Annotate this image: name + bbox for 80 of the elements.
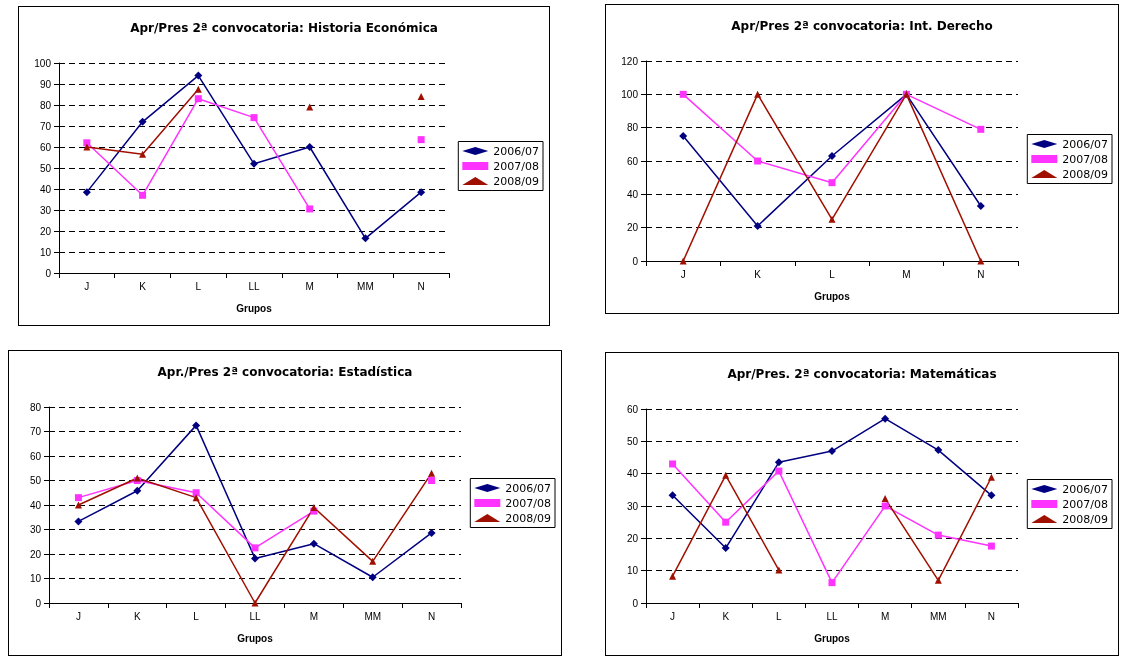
y-tick-label: 80: [39, 99, 52, 111]
y-tick-label: 50: [39, 162, 52, 174]
y-tick-label: 60: [626, 403, 639, 415]
x-tick-label: N: [427, 610, 436, 622]
x-axis-title: Grupos: [814, 290, 851, 302]
x-tick-label: MM: [357, 280, 374, 292]
y-tick-label: 10: [39, 246, 52, 258]
x-tick-label: L: [195, 280, 202, 292]
chart-title: Apr/Pres. 2ª convocatoria: Matemáticas: [727, 367, 997, 381]
chart-title: Apr/Pres 2ª convocatoria: Int. Derecho: [731, 19, 993, 33]
y-tick-label: 60: [29, 450, 42, 462]
chart-title: Apr./Pres 2ª convocatoria: Estadística: [157, 365, 413, 379]
x-axis-title: Grupos: [237, 632, 274, 644]
x-tick-label: K: [754, 268, 762, 280]
chart-title: Apr/Pres 2ª convocatoria: Historia Económica: [130, 21, 438, 35]
x-tick-label: N: [417, 280, 425, 292]
x-tick-label: K: [139, 280, 147, 292]
x-axis-title: Grupos: [236, 302, 273, 314]
y-tick-label: 40: [39, 183, 52, 195]
y-tick-label: 0: [632, 597, 639, 609]
x-tick-label: J: [75, 610, 81, 622]
legend-label: 2006/07: [1062, 482, 1109, 496]
y-tick-label: 50: [626, 435, 639, 447]
x-tick-label: N: [987, 610, 996, 622]
y-tick-label: 120: [621, 55, 639, 67]
y-tick-label: 100: [34, 57, 52, 69]
y-tick-label: 10: [29, 573, 42, 584]
y-tick-label: 80: [626, 122, 639, 134]
y-tick-label: 60: [626, 155, 639, 167]
x-tick-label: M: [902, 268, 911, 280]
x-tick-label: N: [977, 268, 985, 280]
x-tick-label: MM: [364, 610, 382, 622]
x-tick-label: M: [305, 280, 314, 292]
legend-label: 2008/09: [1062, 512, 1109, 526]
y-tick-label: 60: [39, 141, 52, 153]
y-tick-label: 30: [39, 204, 52, 216]
legend-label: 2007/08: [505, 496, 552, 510]
y-tick-label: 40: [626, 468, 639, 480]
y-tick-label: 100: [621, 88, 639, 100]
y-tick-label: 20: [626, 532, 639, 544]
legend-label: 2007/08: [1062, 152, 1109, 166]
y-tick-label: 0: [35, 597, 42, 609]
legend-label: 2008/09: [493, 174, 540, 188]
y-tick-label: 20: [39, 225, 52, 237]
y-tick-label: 90: [39, 78, 52, 90]
y-tick-label: 50: [29, 475, 42, 486]
y-tick-label: 80: [29, 401, 42, 413]
x-tick-label: M: [309, 610, 319, 622]
x-axis-title: Grupos: [814, 632, 851, 644]
x-tick-label: K: [133, 610, 141, 622]
x-tick-label: LL: [248, 280, 260, 292]
y-tick-label: 30: [29, 524, 42, 535]
y-tick-label: 40: [29, 499, 42, 511]
x-tick-label: J: [84, 280, 90, 292]
legend-label: 2006/07: [1062, 137, 1109, 151]
y-tick-label: 30: [626, 500, 639, 512]
x-tick-label: M: [880, 610, 890, 622]
legend-label: 2008/09: [1062, 167, 1109, 181]
y-tick-label: 20: [626, 222, 639, 234]
y-tick-label: 0: [45, 267, 52, 279]
y-tick-label: 20: [29, 548, 42, 560]
legend-label: 2007/08: [493, 159, 540, 173]
x-tick-label: LL: [249, 610, 261, 622]
y-tick-label: 10: [626, 565, 639, 577]
x-tick-label: L: [193, 610, 200, 622]
x-tick-label: MM: [929, 610, 947, 622]
x-tick-label: L: [829, 268, 836, 280]
legend-label: 2008/09: [505, 511, 552, 525]
y-tick-label: 70: [39, 120, 52, 132]
x-tick-label: J: [670, 610, 676, 622]
x-tick-label: L: [776, 610, 783, 622]
legend-label: 2006/07: [493, 144, 540, 158]
x-tick-label: K: [722, 610, 730, 622]
legend-label: 2007/08: [1062, 497, 1109, 511]
x-tick-label: LL: [826, 610, 838, 622]
y-tick-label: 70: [29, 426, 42, 437]
y-tick-label: 40: [626, 188, 639, 200]
x-tick-label: J: [680, 268, 686, 280]
legend-label: 2006/07: [505, 481, 552, 495]
y-tick-label: 0: [632, 255, 639, 267]
